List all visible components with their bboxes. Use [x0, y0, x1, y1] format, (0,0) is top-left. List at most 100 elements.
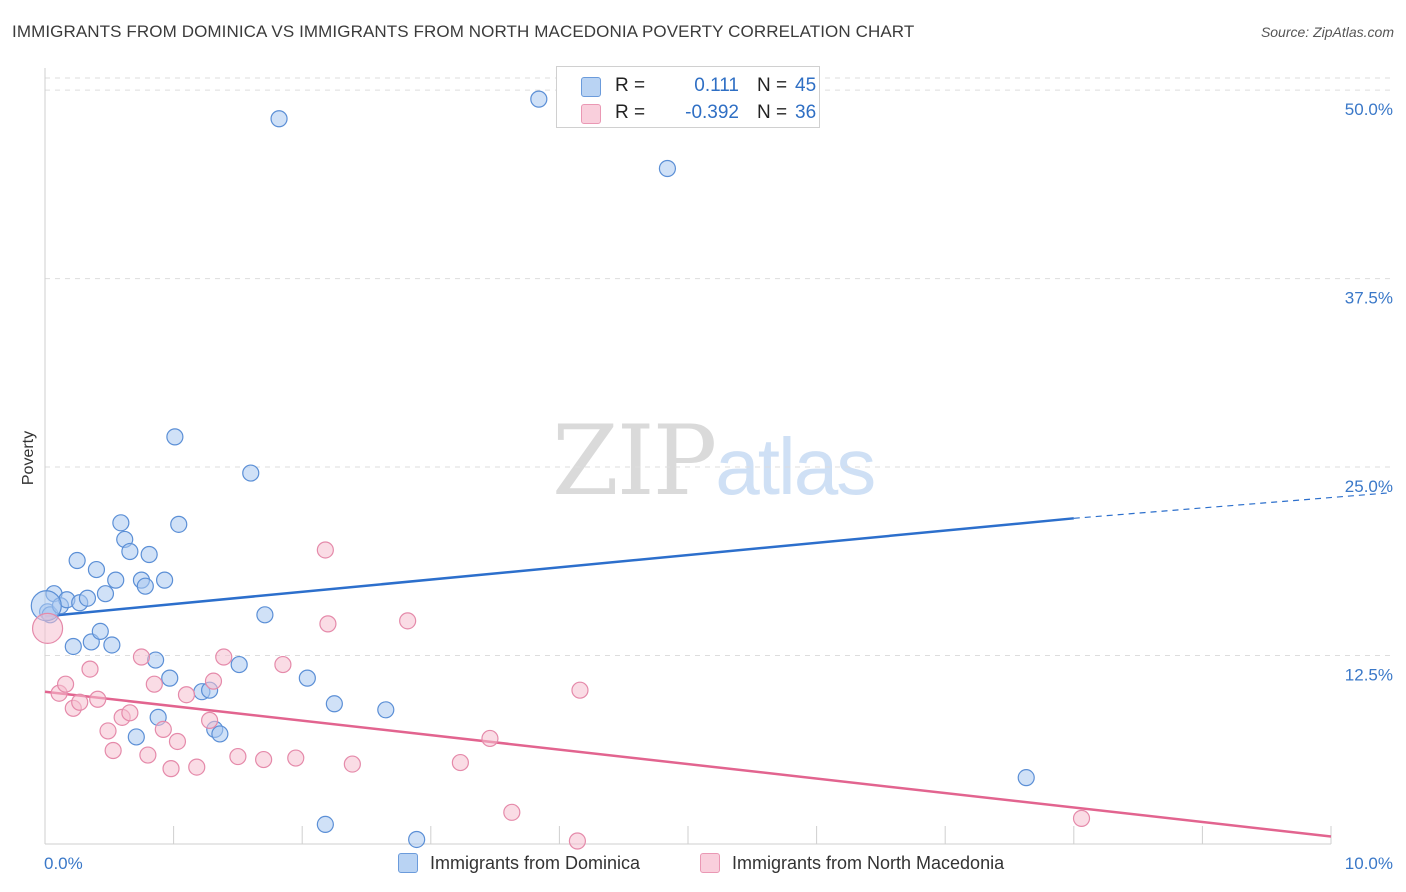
data-point [139, 746, 157, 764]
y-tick-label: 50.0% [1345, 100, 1393, 119]
data-point [316, 815, 334, 833]
data-point [503, 803, 521, 821]
data-point [132, 648, 151, 666]
data-point [161, 669, 179, 687]
series-dominica [30, 90, 1035, 849]
chart-title: IMMIGRANTS FROM DOMINICA VS IMMIGRANTS F… [12, 22, 915, 41]
data-point [78, 589, 97, 607]
series-north-macedonia [31, 541, 1091, 850]
data-point [71, 693, 89, 711]
data-point [64, 637, 82, 656]
data-point [1072, 809, 1091, 827]
data-point [201, 711, 219, 729]
data-point [162, 760, 180, 778]
data-point [408, 830, 426, 849]
data-point [230, 655, 248, 674]
data-point [168, 732, 187, 751]
legend-label: Immigrants from North Macedonia [732, 853, 1005, 873]
trend-line-dominica-extension [1073, 492, 1392, 519]
legend-label: Immigrants from Dominica [430, 853, 641, 873]
data-point [99, 722, 117, 740]
point-layer [30, 90, 1091, 850]
n-label: N = [757, 75, 788, 96]
n-value: 36 [795, 102, 817, 123]
data-point [91, 622, 109, 640]
r-value: -0.392 [685, 102, 739, 123]
data-point [568, 832, 587, 850]
data-point [274, 655, 292, 674]
series-legend: Immigrants from Dominica Immigrants from… [0, 850, 1406, 878]
data-point [215, 648, 233, 666]
data-point [188, 758, 206, 776]
data-point [154, 720, 172, 739]
r-label: R = [615, 75, 646, 96]
data-point [121, 704, 139, 722]
data-point [136, 577, 154, 595]
y-axis-title: Poverty [20, 431, 37, 485]
data-point [177, 686, 196, 704]
legend-swatch-pink [700, 853, 720, 873]
data-point [377, 701, 395, 719]
data-point [166, 428, 184, 446]
data-point [255, 750, 273, 769]
data-point [96, 585, 115, 603]
trend-line-dominica [44, 517, 1074, 618]
y-tick-label: 12.5% [1345, 666, 1393, 685]
legend-swatch-blue [398, 853, 418, 873]
data-point [204, 672, 223, 690]
data-point [170, 515, 188, 533]
data-point [229, 747, 247, 766]
data-point [1017, 769, 1035, 787]
data-point [319, 615, 337, 633]
n-label: N = [757, 102, 788, 123]
y-tick-label: 25.0% [1345, 477, 1393, 496]
data-point [56, 675, 75, 693]
data-point [127, 728, 145, 746]
data-point [121, 542, 139, 561]
r-value: 0.111 [694, 75, 739, 96]
data-point [107, 571, 125, 589]
data-point [103, 636, 121, 654]
grid-layer [45, 77, 1392, 657]
axis-layer [44, 68, 1332, 845]
data-point [140, 545, 158, 564]
data-point [270, 110, 288, 128]
data-point [87, 560, 106, 579]
correlation-legend: R = 0.111 N = 45 R = -0.392 N = 36 [556, 66, 820, 128]
data-point [211, 725, 229, 743]
watermark-atlas: atlas [715, 422, 876, 511]
data-point [451, 753, 469, 772]
data-point [256, 606, 274, 624]
data-point [112, 514, 130, 532]
data-point [155, 571, 174, 589]
label-layer: 12.5% 25.0% 37.5% 50.0% 0.0% 10.0% Poverty [20, 100, 1393, 873]
data-point [481, 729, 499, 748]
source-credit: Source: ZipAtlas.com [1260, 24, 1394, 40]
y-tick-label: 37.5% [1345, 289, 1393, 308]
data-point [145, 675, 163, 693]
watermark-zip: ZIP [552, 405, 717, 517]
data-point [31, 612, 64, 644]
data-point [104, 741, 122, 760]
data-point [658, 159, 677, 178]
data-point [242, 464, 260, 482]
data-point [530, 90, 548, 108]
x-tick-label: 10.0% [1345, 854, 1393, 873]
data-point [89, 690, 107, 708]
x-tick-label: 0.0% [44, 854, 83, 873]
r-label: R = [615, 102, 646, 123]
data-point [81, 660, 99, 678]
data-point [343, 755, 361, 773]
n-value: 45 [795, 75, 817, 96]
data-point [68, 551, 86, 570]
trend-layer [44, 492, 1392, 838]
trend-line-north-macedonia [44, 690, 1332, 838]
data-point [325, 695, 343, 713]
data-point [298, 669, 316, 687]
legend-swatch-blue [581, 77, 601, 97]
data-point [287, 749, 305, 767]
data-point [399, 612, 417, 630]
data-point [146, 651, 165, 669]
watermark: ZIPatlas [552, 405, 876, 517]
legend-swatch-pink [581, 104, 601, 124]
